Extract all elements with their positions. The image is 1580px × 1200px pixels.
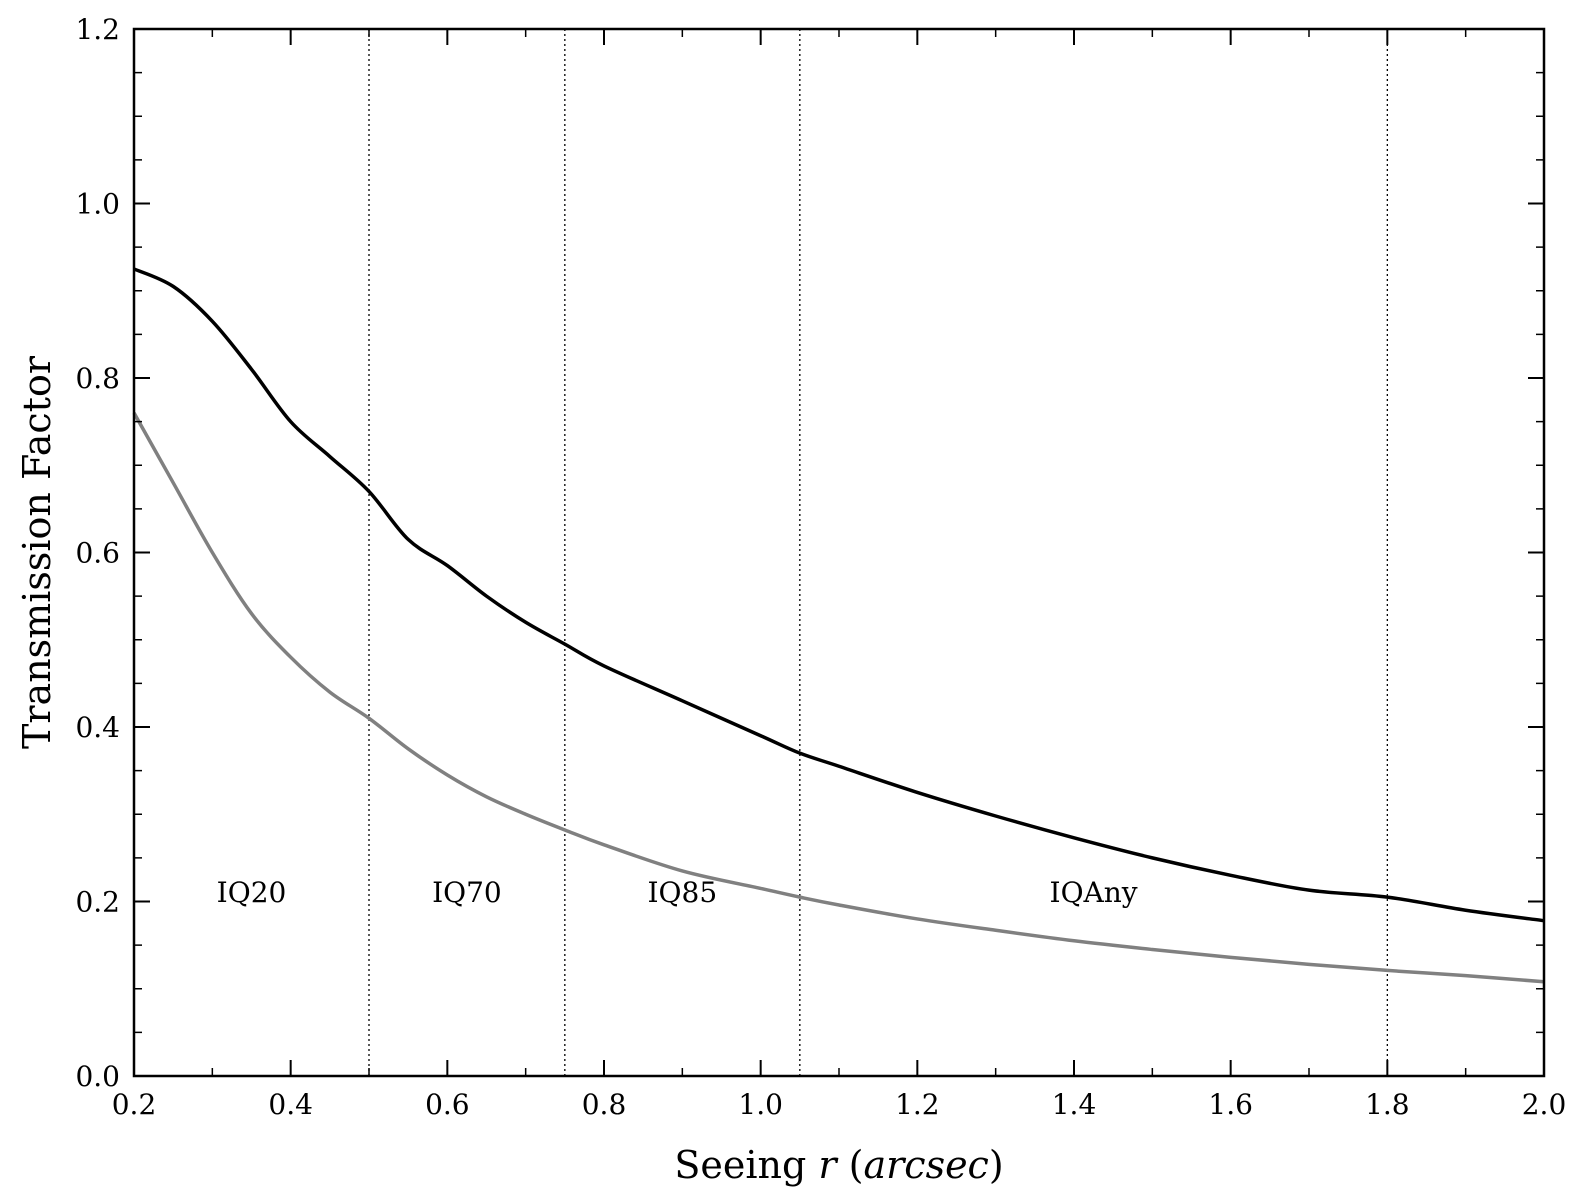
series-line-gray <box>132 412 1545 984</box>
x-axis-title-text: Seeing <box>674 1143 806 1187</box>
tick-labels: 0.2 0.4 0.6 0.8 1.0 1.2 1.4 1.6 1.8 2.00.00.20.40… <box>75 13 1566 1121</box>
x-tick-label: 1.6 <box>1208 1088 1253 1121</box>
y-tick-label: 1.2 <box>75 13 120 46</box>
y-tick-label: 0.4 <box>75 711 120 744</box>
region-labels: IQ20 IQ70 IQ85 IQAny <box>217 876 1138 909</box>
y-tick-label: 0.8 <box>75 362 120 395</box>
y-tick-label: 0.0 <box>75 1060 120 1093</box>
region-label: IQ70 <box>432 876 502 909</box>
region-label: IQ85 <box>648 876 718 909</box>
x-tick-label: 1.2 <box>895 1088 940 1121</box>
y-tick-label: 0.6 <box>75 537 120 570</box>
x-tick-label: 0.6 <box>425 1088 470 1121</box>
x-axis-title-unit: arcsec <box>863 1143 988 1187</box>
x-axis-title-variable: r <box>818 1143 839 1187</box>
x-tick-label: 1.0 <box>738 1088 783 1121</box>
y-tick-label: 1.0 <box>75 188 120 221</box>
series-layer <box>132 267 1545 984</box>
x-tick-label: 2.0 <box>1522 1088 1567 1121</box>
plot-frame <box>132 27 1546 1078</box>
x-axis-title: Seeing r (arcsec) <box>674 1143 1003 1187</box>
x-tick-label: 0.8 <box>582 1088 627 1121</box>
y-tick-label: 0.2 <box>75 886 120 919</box>
x-tick-label: 1.4 <box>1052 1088 1097 1121</box>
region-label: IQ20 <box>217 876 287 909</box>
axis-ticks <box>133 28 1545 1077</box>
y-axis-title: Transmission Factor <box>15 355 59 749</box>
x-tick-label: 1.8 <box>1365 1088 1410 1121</box>
region-label: IQAny <box>1050 876 1138 909</box>
series-line-black <box>133 267 1545 923</box>
x-tick-label: 0.4 <box>268 1088 313 1121</box>
x-tick-label: 0.2 <box>112 1088 157 1121</box>
